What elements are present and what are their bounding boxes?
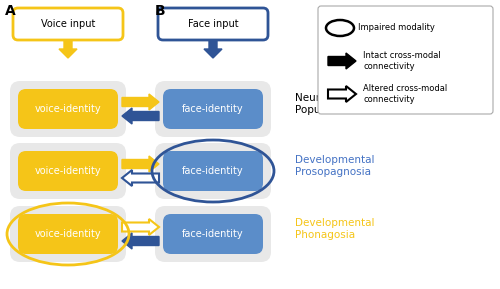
FancyBboxPatch shape bbox=[10, 143, 126, 199]
Polygon shape bbox=[328, 86, 356, 102]
Text: Altered cross-modal
connectivity: Altered cross-modal connectivity bbox=[363, 84, 448, 104]
Polygon shape bbox=[59, 40, 77, 58]
Text: Voice input: Voice input bbox=[41, 19, 95, 29]
Polygon shape bbox=[122, 170, 159, 186]
Text: voice-identity: voice-identity bbox=[34, 229, 102, 239]
FancyBboxPatch shape bbox=[18, 214, 118, 254]
Text: voice-identity: voice-identity bbox=[34, 166, 102, 176]
FancyBboxPatch shape bbox=[158, 8, 268, 40]
FancyBboxPatch shape bbox=[18, 89, 118, 129]
FancyBboxPatch shape bbox=[155, 143, 271, 199]
Polygon shape bbox=[122, 219, 159, 235]
Polygon shape bbox=[204, 40, 222, 58]
Text: B: B bbox=[155, 4, 166, 18]
Text: A: A bbox=[5, 4, 16, 18]
FancyBboxPatch shape bbox=[163, 89, 263, 129]
Text: face-identity: face-identity bbox=[182, 166, 244, 176]
Polygon shape bbox=[328, 53, 356, 69]
FancyBboxPatch shape bbox=[155, 206, 271, 262]
FancyBboxPatch shape bbox=[10, 81, 126, 137]
Text: Impaired modality: Impaired modality bbox=[358, 23, 435, 32]
Text: Face input: Face input bbox=[188, 19, 238, 29]
FancyBboxPatch shape bbox=[13, 8, 123, 40]
Text: Developmental
Phonagosia: Developmental Phonagosia bbox=[295, 218, 374, 240]
Text: face-identity: face-identity bbox=[182, 229, 244, 239]
Polygon shape bbox=[122, 233, 159, 249]
FancyBboxPatch shape bbox=[10, 206, 126, 262]
Polygon shape bbox=[122, 108, 159, 124]
Text: Neurotypical
Population: Neurotypical Population bbox=[295, 93, 361, 115]
Text: Developmental
Prosopagnosia: Developmental Prosopagnosia bbox=[295, 155, 374, 177]
FancyBboxPatch shape bbox=[155, 81, 271, 137]
FancyBboxPatch shape bbox=[18, 151, 118, 191]
Polygon shape bbox=[122, 156, 159, 172]
FancyBboxPatch shape bbox=[163, 151, 263, 191]
Text: Intact cross-modal
connectivity: Intact cross-modal connectivity bbox=[363, 51, 441, 71]
Polygon shape bbox=[122, 94, 159, 110]
FancyBboxPatch shape bbox=[163, 214, 263, 254]
Text: voice-identity: voice-identity bbox=[34, 104, 102, 114]
FancyBboxPatch shape bbox=[318, 6, 493, 114]
Text: face-identity: face-identity bbox=[182, 104, 244, 114]
